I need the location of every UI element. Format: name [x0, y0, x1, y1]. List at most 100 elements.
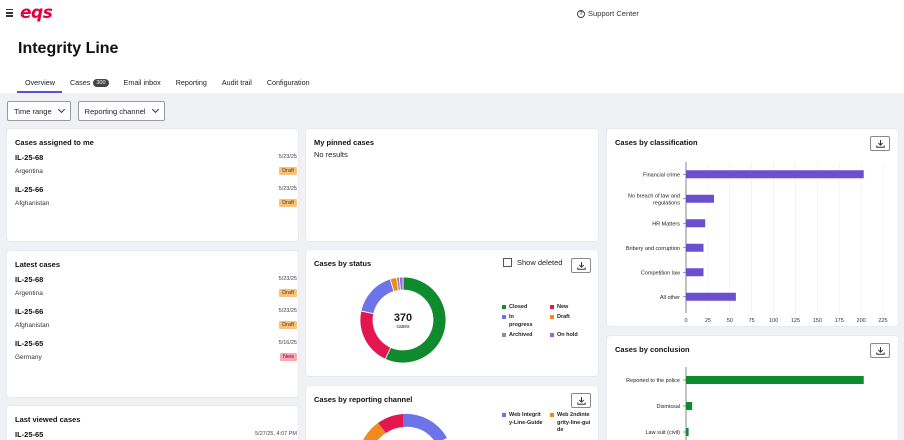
card-title: Latest cases — [15, 260, 61, 269]
legend-label: New — [557, 304, 569, 310]
card-title: Cases assigned to me — [15, 138, 94, 147]
case-id: IL-25-68 — [15, 153, 44, 162]
tab-audit-trail[interactable]: Audit trail — [214, 78, 259, 93]
card-title: Cases by conclusion — [615, 345, 690, 354]
bar[interactable] — [686, 243, 704, 252]
filter-bar: Time range Reporting channel — [7, 101, 165, 121]
download-icon — [876, 140, 885, 148]
download-button[interactable] — [870, 136, 890, 151]
legend-label: Closed — [509, 304, 528, 310]
case-date: 5/23/25 — [278, 308, 297, 314]
cases-by-conclusion-card: Cases by conclusion Reported to the poli… — [607, 336, 898, 440]
download-button[interactable] — [870, 343, 890, 358]
channel-donut-chart — [363, 413, 447, 440]
menu-icon[interactable] — [6, 9, 14, 17]
x-tick-label: 200 — [857, 318, 866, 324]
download-button[interactable] — [571, 393, 591, 408]
bar[interactable] — [686, 292, 736, 301]
donut-segment — [384, 276, 447, 364]
y-tick-label: regulations — [653, 200, 680, 206]
bar[interactable] — [686, 428, 689, 436]
support-center-link[interactable]: ? Support Center — [577, 9, 639, 18]
reporting-channel-dropdown[interactable]: Reporting channel — [77, 101, 165, 121]
time-range-dropdown[interactable]: Time range — [7, 101, 71, 121]
legend-swatch — [550, 413, 554, 417]
case-country: Afghanistan — [15, 322, 50, 329]
legend-item: New — [550, 304, 595, 310]
show-deleted-toggle[interactable]: Show deleted — [503, 258, 562, 267]
show-deleted-label: Show deleted — [517, 258, 563, 267]
x-tick-label: 125 — [791, 318, 800, 324]
x-tick-label: 75 — [749, 318, 755, 324]
status-badge: Draft — [279, 199, 297, 207]
legend-label: Web 2ndintegrity-line-guide — [557, 412, 591, 433]
case-id: IL-25-66 — [15, 307, 44, 316]
x-tick-label: 100 — [769, 318, 778, 324]
case-item[interactable]: IL-25-68 Argentina 5/23/25 Draft — [15, 153, 297, 175]
card-title: My pinned cases — [314, 138, 375, 147]
case-item[interactable]: IL-25-66 Afghanistan 5/23/25 Draft — [15, 307, 297, 329]
legend-item: On hold — [550, 332, 595, 338]
y-tick-label: Bribery and corruption — [626, 246, 680, 252]
bar[interactable] — [686, 194, 715, 203]
show-deleted-checkbox[interactable] — [503, 258, 512, 267]
brand-logo[interactable]: eqs — [20, 3, 53, 23]
status-badge: Draft — [279, 321, 297, 329]
y-tick-label: Dismissal — [656, 404, 680, 410]
conclusion-bar-chart: Reported to the police Dismissal Law suit … — [626, 367, 864, 440]
reporting-channel-label: Reporting channel — [84, 106, 146, 116]
case-country: Argentina — [15, 290, 43, 297]
bar[interactable] — [686, 268, 704, 277]
case-item[interactable]: IL-25-65 5/27/25, 4:07 PM — [15, 430, 297, 439]
case-date: 5/27/25, 4:07 PM — [255, 431, 297, 437]
status-badge: New — [279, 353, 297, 361]
y-tick-label: All other — [660, 295, 680, 301]
tab-cases[interactable]: Cases 300 — [62, 78, 116, 93]
legend-item: Draft — [550, 314, 595, 320]
page-title: Integrity Line — [18, 40, 119, 57]
donut-segment — [378, 414, 403, 433]
download-icon — [577, 397, 586, 405]
y-tick-label: No breach of law and — [628, 193, 680, 199]
tab-label: Audit trail — [221, 78, 252, 87]
case-date: 5/23/25 — [278, 154, 297, 160]
cases-by-classification-card: Cases by classification 0 25 50 75 100 125 150… — [607, 129, 898, 326]
x-tick-label: 150 — [813, 318, 822, 324]
x-tick-label: 25 — [705, 318, 711, 324]
case-id: IL-25-65 — [15, 430, 44, 439]
download-button[interactable] — [571, 258, 591, 273]
legend-swatch — [550, 333, 554, 337]
card-title: Cases by reporting channel — [314, 395, 413, 404]
tab-reporting[interactable]: Reporting — [168, 78, 214, 93]
tab-email-inbox[interactable]: Email inbox — [116, 78, 168, 93]
legend-swatch — [502, 305, 506, 309]
page-header: Integrity Line Overview Cases 300 Email i… — [0, 28, 904, 93]
y-tick-label: Competition law — [641, 270, 680, 276]
case-item[interactable]: IL-25-65 Germany 5/16/25 New — [15, 339, 297, 361]
legend-item: Web 2ndintegrity-line-guide — [550, 412, 594, 435]
case-item[interactable]: IL-25-66 Afghanistan 5/23/25 Draft — [15, 185, 297, 207]
x-tick-label: 0 — [684, 318, 687, 324]
case-date: 5/23/25 — [278, 186, 297, 192]
case-country: Afghanistan — [15, 200, 50, 207]
bar[interactable] — [686, 376, 864, 384]
empty-state: No results — [314, 150, 348, 159]
cases-by-channel-card: Cases by reporting channel Web Integrity… — [306, 386, 598, 440]
donut-total: 370 — [393, 312, 413, 324]
legend-label: Draft — [557, 314, 570, 320]
assigned-cases-card: Cases assigned to me IL-25-68 Argentina … — [7, 129, 298, 241]
legend-swatch — [550, 305, 554, 309]
tab-overview[interactable]: Overview — [17, 78, 63, 93]
tab-label: Email inbox — [123, 78, 161, 87]
tab-configuration[interactable]: Configuration — [259, 78, 317, 93]
case-item[interactable]: IL-25-68 Argentina 5/23/25 Draft — [15, 275, 297, 297]
bar[interactable] — [686, 402, 693, 410]
bar[interactable] — [686, 170, 864, 179]
tab-bar: Overview Cases 300 Email inbox Reporting … — [17, 78, 317, 93]
case-country: Argentina — [15, 168, 43, 175]
status-badge: Draft — [279, 167, 297, 175]
bar[interactable] — [686, 219, 706, 228]
legend-swatch — [502, 315, 506, 319]
chevron-down-icon — [151, 105, 159, 114]
support-center-label: Support Center — [588, 9, 639, 18]
